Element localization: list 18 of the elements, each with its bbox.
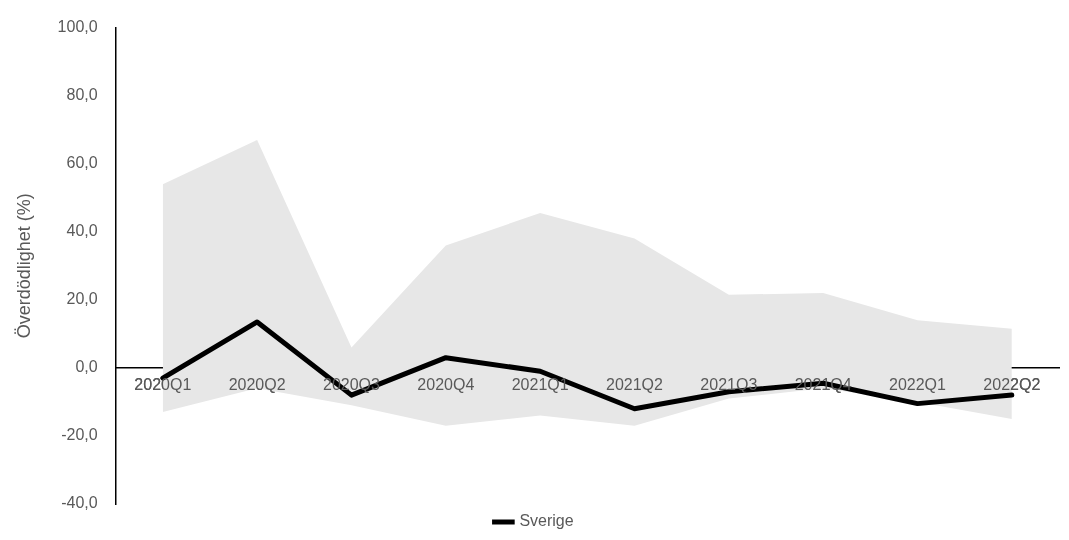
y-tick-label: 0,0 (75, 358, 98, 376)
y-tick-label: 100,0 (57, 18, 98, 36)
legend-label: Sverige (519, 512, 574, 530)
y-tick-label: 60,0 (66, 154, 98, 172)
x-tick-label: 2022Q2 (983, 375, 1041, 393)
x-tick-label: 2020Q2 (228, 375, 286, 393)
x-tick-label: 2021Q1 (511, 375, 569, 393)
y-tick-label: 80,0 (66, 86, 98, 104)
y-tick-label: 20,0 (66, 290, 98, 308)
y-axis-title: Överdödlighet (%) (13, 193, 34, 339)
x-tick-label: 2020Q4 (417, 375, 475, 393)
x-tick-label: 2021Q2 (606, 375, 664, 393)
y-tick-label: -40,0 (61, 494, 98, 512)
x-tick-label: 2020Q1 (134, 375, 192, 393)
y-tick-label: -20,0 (61, 426, 98, 444)
x-tick-label: 2021Q3 (700, 375, 758, 393)
y-tick-label: 40,0 (66, 222, 98, 240)
x-tick-label: 2022Q1 (889, 375, 947, 393)
